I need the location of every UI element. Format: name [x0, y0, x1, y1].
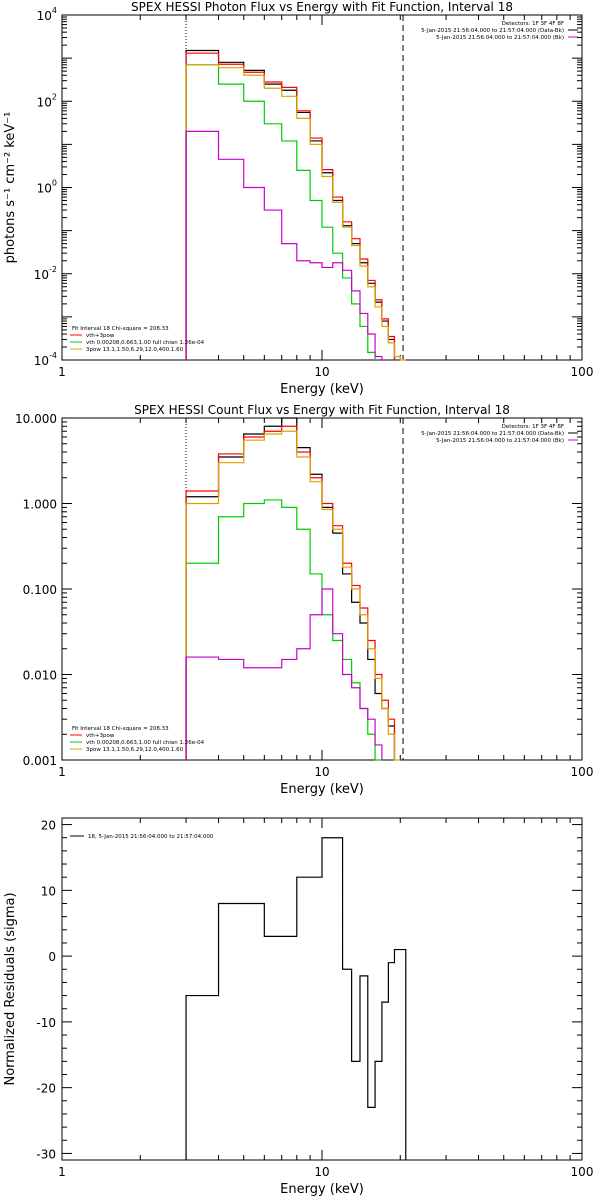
y-tick-label: 10.000	[15, 412, 57, 426]
chart-title: SPEX HESSI Count Flux vs Energy with Fit…	[134, 403, 510, 417]
x-axis-label: Energy (keV)	[280, 1182, 364, 1197]
y-tick-label: -20	[36, 1082, 56, 1096]
chart-title: SPEX HESSI Photon Flux vs Energy with Fi…	[131, 0, 513, 14]
y-tick-label: -10	[36, 1016, 56, 1030]
legend-entry: Detectors: 1F 3F 4F 8F	[502, 21, 564, 27]
legend-entry: Fit Interval 18 Chi-square = 208.33	[72, 326, 169, 332]
plot-frame	[61, 14, 583, 361]
legend-entry: 3pow 13.1,1.50,6.29,12.0,400.1.60	[86, 347, 184, 353]
x-tick-label: 100	[571, 365, 594, 379]
chart-panel-2: SPEX HESSI Count Flux vs Energy with Fit…	[15, 403, 593, 797]
x-axis-label: Energy (keV)	[280, 782, 364, 797]
x-tick-label: 100	[571, 1165, 594, 1179]
y-tick-label: 0.010	[23, 669, 57, 683]
x-tick-label: 1	[58, 765, 66, 779]
y-tick-label: 10	[41, 884, 56, 898]
series-line-3	[185, 499, 382, 761]
chart-panel-1: SPEX HESSI Photon Flux vs Energy with Fi…	[3, 0, 593, 397]
y-tick-label: 20	[41, 819, 56, 833]
y-tick-label: 10-2	[34, 265, 57, 282]
series-line-4	[185, 64, 406, 361]
y-tick-label: 0.100	[23, 583, 57, 597]
x-axis-label: Energy (keV)	[280, 382, 364, 397]
x-tick-label: 1	[58, 1165, 66, 1179]
x-tick-label: 10	[314, 765, 329, 779]
legend-entry: vth+3pow	[86, 333, 115, 339]
legend-entry: 18, 5-Jan-2015 21:56:04.000 to 21:57:04.…	[88, 834, 214, 840]
series-line-5	[185, 588, 383, 760]
y-axis-label: Normalized Residuals (sigma)	[3, 892, 18, 1085]
y-axis-label: photons s⁻¹ cm⁻² keV⁻¹	[3, 112, 18, 264]
x-tick-label: 100	[571, 765, 594, 779]
series-line-4	[185, 430, 401, 761]
y-tick-label: 1.000	[23, 498, 57, 512]
series-line-3	[185, 64, 376, 360]
legend-entry: Fit Interval 18 Chi-square = 208.33	[72, 726, 169, 732]
legend-entry: vth 0.00208,0.663,1.00 full chian 1.26e-…	[86, 740, 205, 746]
series-line-1	[185, 837, 407, 1160]
y-tick-label: 0.001	[23, 754, 57, 768]
y-tick-label: 102	[37, 92, 57, 109]
legend-entry: 5-Jan-2015 21:56:04.000 to 21:57:04.000 …	[436, 438, 564, 444]
y-tick-label: -30	[36, 1147, 56, 1161]
legend-entry: 3pow 13.1,1.50,6.29,12.0,400.1.60	[86, 747, 184, 753]
legend-entry: vth 0.00208,0.663,1.00 full chian 1.26e-…	[86, 340, 205, 346]
y-tick-label: 10-4	[34, 351, 57, 368]
legend-entry: 5-Jan-2015 21:56:04.000 to 21:57:04.000 …	[421, 431, 564, 437]
legend-entry: 5-Jan-2015 21:56:04.000 to 21:57:04.000 …	[421, 28, 564, 34]
series-line-2	[185, 425, 396, 760]
y-tick-label: 100	[37, 179, 57, 196]
y-tick-label: 104	[37, 6, 57, 23]
x-tick-label: 10	[314, 1165, 329, 1179]
x-tick-label: 1	[58, 365, 66, 379]
legend-entry: Detectors: 1F 3F 4F 8F	[502, 424, 564, 430]
legend-entry: 5-Jan-2015 21:56:04.000 to 21:57:04.000 …	[436, 35, 564, 41]
x-tick-label: 10	[314, 365, 329, 379]
series-line-5	[185, 130, 383, 360]
y-tick-label: 0	[48, 950, 56, 964]
legend-entry: vth+3pow	[86, 733, 115, 739]
